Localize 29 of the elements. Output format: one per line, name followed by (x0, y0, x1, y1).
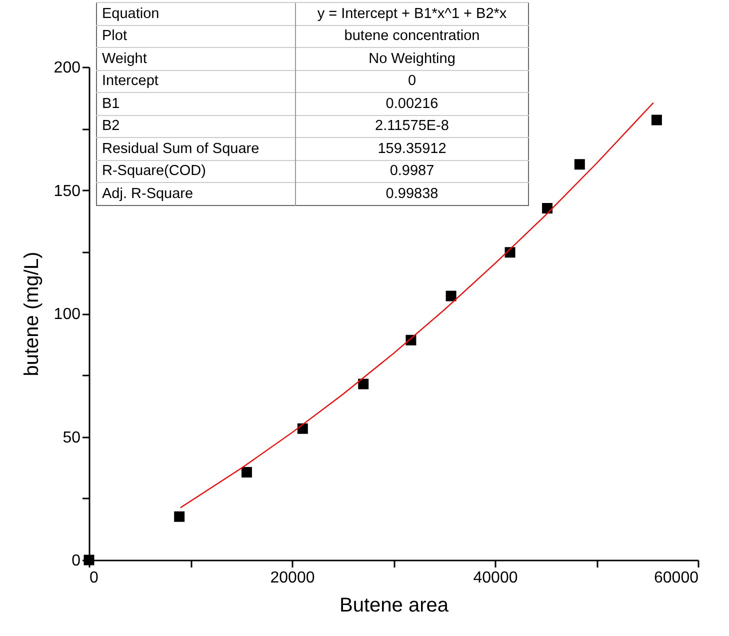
annotation: 0.00216 (296, 92, 528, 115)
text: No Weighting (368, 50, 456, 67)
annotation: Adj. R-Square (96, 182, 296, 205)
text: y = Intercept + B1*x^1 + B2*x (317, 6, 507, 22)
text: Plot (102, 28, 127, 44)
text: Equation (102, 6, 160, 22)
annotation: 0 (296, 70, 528, 92)
y-tick-label: 100 (54, 306, 81, 323)
annotation: Residual Sum of Square (96, 138, 296, 160)
annotation: B1 (96, 92, 296, 115)
annotation: B2 (96, 115, 296, 138)
text: butene concentration (344, 28, 480, 44)
x-tick-label: 20000 (270, 570, 315, 586)
x-tick-label: 60000 (654, 570, 699, 586)
annotation: 0.99838 (296, 182, 528, 205)
y-tick-label: 50 (62, 429, 81, 446)
x-axis-title: Butene area (340, 594, 450, 616)
annotation: 159.35912 (296, 138, 528, 160)
text: Weight (102, 50, 147, 67)
annotation: Intercept (96, 70, 296, 92)
annotation: 0.9987 (296, 160, 528, 182)
annotation: R-Square(COD) (96, 160, 296, 182)
annotation: 2.11575E-8 (296, 115, 528, 138)
y-axis-title: butene (mg/L) (20, 252, 43, 376)
x-tick-label: 0 (90, 570, 98, 586)
y-tick-label: 0 (72, 552, 81, 570)
x-tick-label: 40000 (473, 570, 518, 586)
y-tick-label: 200 (54, 60, 81, 76)
y-tick-label: 150 (54, 182, 81, 200)
